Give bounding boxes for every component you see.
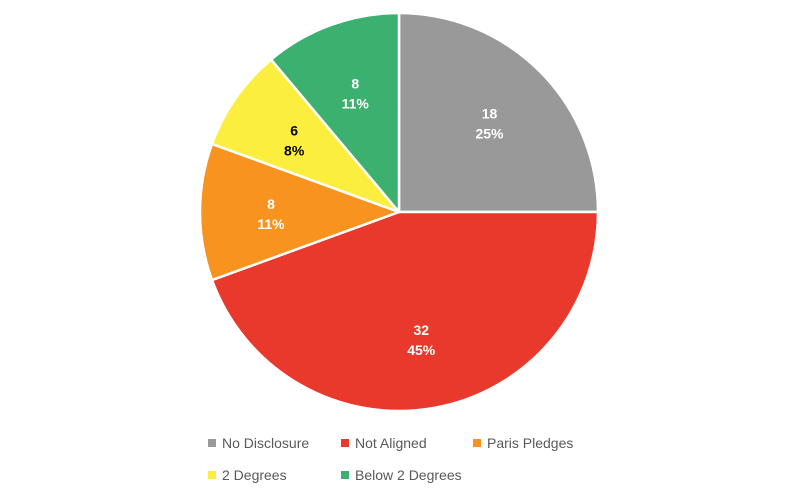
pie-slice-paris-pledges xyxy=(198,142,401,282)
slice-percent-label: 45% xyxy=(407,342,436,358)
slice-percent-label: 25% xyxy=(475,125,504,141)
legend-item-paris-pledges: Paris Pledges xyxy=(473,435,573,451)
slice-percent-label: 11% xyxy=(257,216,285,232)
legend-item-2-degrees: 2 Degrees xyxy=(208,467,287,483)
pie-slices xyxy=(198,11,600,413)
legend-label: Not Aligned xyxy=(355,435,427,451)
legend-label: Below 2 Degrees xyxy=(355,467,462,483)
pie-slice-2-degrees xyxy=(210,58,401,214)
pie-slice-no-disclosure xyxy=(397,11,600,214)
legend-swatch xyxy=(208,439,216,447)
slice-value-label: 8 xyxy=(267,196,275,212)
slice-value-label: 32 xyxy=(413,322,429,338)
legend: No Disclosure Not Aligned Paris Pledges 2 D… xyxy=(208,435,573,483)
pie-slice-not-aligned xyxy=(210,210,600,413)
slice-percent-label: 8% xyxy=(284,143,305,159)
legend-item-not-aligned: Not Aligned xyxy=(341,435,427,451)
slice-percent-label: 11% xyxy=(342,96,370,112)
legend-item-below-2-degrees: Below 2 Degrees xyxy=(341,467,462,483)
slice-value-label: 8 xyxy=(351,76,359,92)
legend-label: Paris Pledges xyxy=(487,435,573,451)
legend-swatch xyxy=(473,439,481,447)
legend-item-no-disclosure: No Disclosure xyxy=(208,435,309,451)
pie-slice-below-2-degrees xyxy=(269,11,401,214)
legend-label: 2 Degrees xyxy=(222,467,287,483)
slice-labels: 18 25% 32 45% 8 11% 6 8% 8 11% xyxy=(257,76,504,358)
legend-swatch xyxy=(208,471,216,479)
slice-value-label: 18 xyxy=(482,105,498,121)
slice-value-label: 6 xyxy=(290,123,298,139)
legend-swatch xyxy=(341,471,349,479)
legend-label: No Disclosure xyxy=(222,435,309,451)
legend-swatch xyxy=(341,439,349,447)
